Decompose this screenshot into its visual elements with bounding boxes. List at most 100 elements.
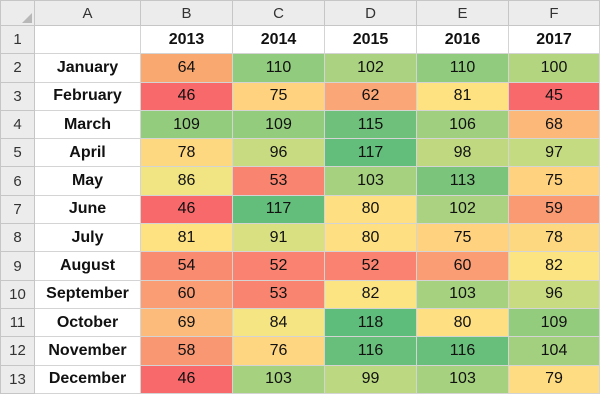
value-cell[interactable]: 100 bbox=[508, 53, 600, 83]
value-cell[interactable]: 62 bbox=[324, 81, 417, 111]
row-header-6[interactable]: 6 bbox=[0, 166, 35, 196]
value-cell[interactable]: 110 bbox=[232, 53, 325, 83]
value-cell[interactable]: 104 bbox=[508, 336, 600, 366]
month-label-cell[interactable]: November bbox=[34, 336, 141, 366]
year-header-cell[interactable]: 2013 bbox=[140, 24, 233, 55]
select-all-triangle-icon bbox=[22, 13, 32, 23]
value-cell[interactable]: 103 bbox=[232, 364, 325, 394]
value-cell[interactable]: 69 bbox=[140, 307, 233, 338]
value-cell[interactable]: 116 bbox=[324, 336, 417, 366]
month-label-cell[interactable]: May bbox=[34, 166, 141, 196]
cell-a1[interactable] bbox=[34, 24, 141, 55]
month-label-cell[interactable]: April bbox=[34, 138, 141, 168]
value-cell[interactable]: 98 bbox=[416, 138, 509, 168]
year-header-cell[interactable]: 2015 bbox=[324, 24, 417, 55]
value-cell[interactable]: 60 bbox=[140, 279, 233, 309]
value-cell[interactable]: 79 bbox=[508, 364, 600, 394]
value-cell[interactable]: 80 bbox=[324, 194, 417, 225]
column-header-f[interactable]: F bbox=[508, 0, 600, 26]
value-cell[interactable]: 91 bbox=[232, 223, 325, 253]
value-cell[interactable]: 99 bbox=[324, 364, 417, 394]
value-cell[interactable]: 53 bbox=[232, 279, 325, 309]
value-cell[interactable]: 59 bbox=[508, 194, 600, 225]
month-label-cell[interactable]: December bbox=[34, 364, 141, 394]
column-header-e[interactable]: E bbox=[416, 0, 509, 26]
value-cell[interactable]: 80 bbox=[324, 223, 417, 253]
value-cell[interactable]: 110 bbox=[416, 53, 509, 83]
value-cell[interactable]: 82 bbox=[324, 279, 417, 309]
value-cell[interactable]: 97 bbox=[508, 138, 600, 168]
month-label-cell[interactable]: July bbox=[34, 223, 141, 253]
column-header-b[interactable]: B bbox=[140, 0, 233, 26]
value-cell[interactable]: 109 bbox=[508, 307, 600, 338]
value-cell[interactable]: 106 bbox=[416, 109, 509, 140]
row-header-11[interactable]: 11 bbox=[0, 307, 35, 338]
value-cell[interactable]: 68 bbox=[508, 109, 600, 140]
value-cell[interactable]: 103 bbox=[324, 166, 417, 196]
column-header-d[interactable]: D bbox=[324, 0, 417, 26]
row-header-4[interactable]: 4 bbox=[0, 109, 35, 140]
value-cell[interactable]: 116 bbox=[416, 336, 509, 366]
column-header-c[interactable]: C bbox=[232, 0, 325, 26]
value-cell[interactable]: 46 bbox=[140, 364, 233, 394]
value-cell[interactable]: 46 bbox=[140, 81, 233, 111]
value-cell[interactable]: 76 bbox=[232, 336, 325, 366]
value-cell[interactable]: 102 bbox=[416, 194, 509, 225]
value-cell[interactable]: 75 bbox=[232, 81, 325, 111]
value-cell[interactable]: 117 bbox=[324, 138, 417, 168]
value-cell[interactable]: 109 bbox=[140, 109, 233, 140]
row-header-13[interactable]: 13 bbox=[0, 364, 35, 394]
value-cell[interactable]: 52 bbox=[232, 251, 325, 281]
value-cell[interactable]: 96 bbox=[232, 138, 325, 168]
month-label-cell[interactable]: February bbox=[34, 81, 141, 111]
select-all-corner[interactable] bbox=[0, 0, 35, 26]
value-cell[interactable]: 54 bbox=[140, 251, 233, 281]
value-cell[interactable]: 96 bbox=[508, 279, 600, 309]
value-cell[interactable]: 64 bbox=[140, 53, 233, 83]
row-header-5[interactable]: 5 bbox=[0, 138, 35, 168]
year-header-cell[interactable]: 2016 bbox=[416, 24, 509, 55]
value-cell[interactable]: 102 bbox=[324, 53, 417, 83]
month-label-cell[interactable]: October bbox=[34, 307, 141, 338]
value-cell[interactable]: 60 bbox=[416, 251, 509, 281]
value-cell[interactable]: 81 bbox=[140, 223, 233, 253]
value-cell[interactable]: 52 bbox=[324, 251, 417, 281]
row-header-8[interactable]: 8 bbox=[0, 223, 35, 253]
value-cell[interactable]: 103 bbox=[416, 279, 509, 309]
value-cell[interactable]: 53 bbox=[232, 166, 325, 196]
value-cell[interactable]: 115 bbox=[324, 109, 417, 140]
value-cell[interactable]: 113 bbox=[416, 166, 509, 196]
value-cell[interactable]: 117 bbox=[232, 194, 325, 225]
value-cell[interactable]: 82 bbox=[508, 251, 600, 281]
month-label-cell[interactable]: August bbox=[34, 251, 141, 281]
value-cell[interactable]: 46 bbox=[140, 194, 233, 225]
row-header-12[interactable]: 12 bbox=[0, 336, 35, 366]
month-label-cell[interactable]: March bbox=[34, 109, 141, 140]
value-cell[interactable]: 75 bbox=[416, 223, 509, 253]
row-header-3[interactable]: 3 bbox=[0, 81, 35, 111]
value-cell[interactable]: 75 bbox=[508, 166, 600, 196]
month-label-cell[interactable]: June bbox=[34, 194, 141, 225]
value-cell[interactable]: 103 bbox=[416, 364, 509, 394]
row-header-7[interactable]: 7 bbox=[0, 194, 35, 225]
value-cell[interactable]: 84 bbox=[232, 307, 325, 338]
value-cell[interactable]: 78 bbox=[140, 138, 233, 168]
year-header-cell[interactable]: 2017 bbox=[508, 24, 600, 55]
row-header-1[interactable]: 1 bbox=[0, 24, 35, 55]
row-header-10[interactable]: 10 bbox=[0, 279, 35, 309]
value-cell[interactable]: 78 bbox=[508, 223, 600, 253]
table-row: 12 November 58 76 116 116 104 bbox=[0, 336, 600, 366]
month-label-cell[interactable]: January bbox=[34, 53, 141, 83]
value-cell[interactable]: 118 bbox=[324, 307, 417, 338]
month-label-cell[interactable]: September bbox=[34, 279, 141, 309]
row-header-9[interactable]: 9 bbox=[0, 251, 35, 281]
value-cell[interactable]: 80 bbox=[416, 307, 509, 338]
value-cell[interactable]: 81 bbox=[416, 81, 509, 111]
value-cell[interactable]: 58 bbox=[140, 336, 233, 366]
value-cell[interactable]: 45 bbox=[508, 81, 600, 111]
year-header-cell[interactable]: 2014 bbox=[232, 24, 325, 55]
row-header-2[interactable]: 2 bbox=[0, 53, 35, 83]
column-header-a[interactable]: A bbox=[34, 0, 141, 26]
value-cell[interactable]: 86 bbox=[140, 166, 233, 196]
value-cell[interactable]: 109 bbox=[232, 109, 325, 140]
